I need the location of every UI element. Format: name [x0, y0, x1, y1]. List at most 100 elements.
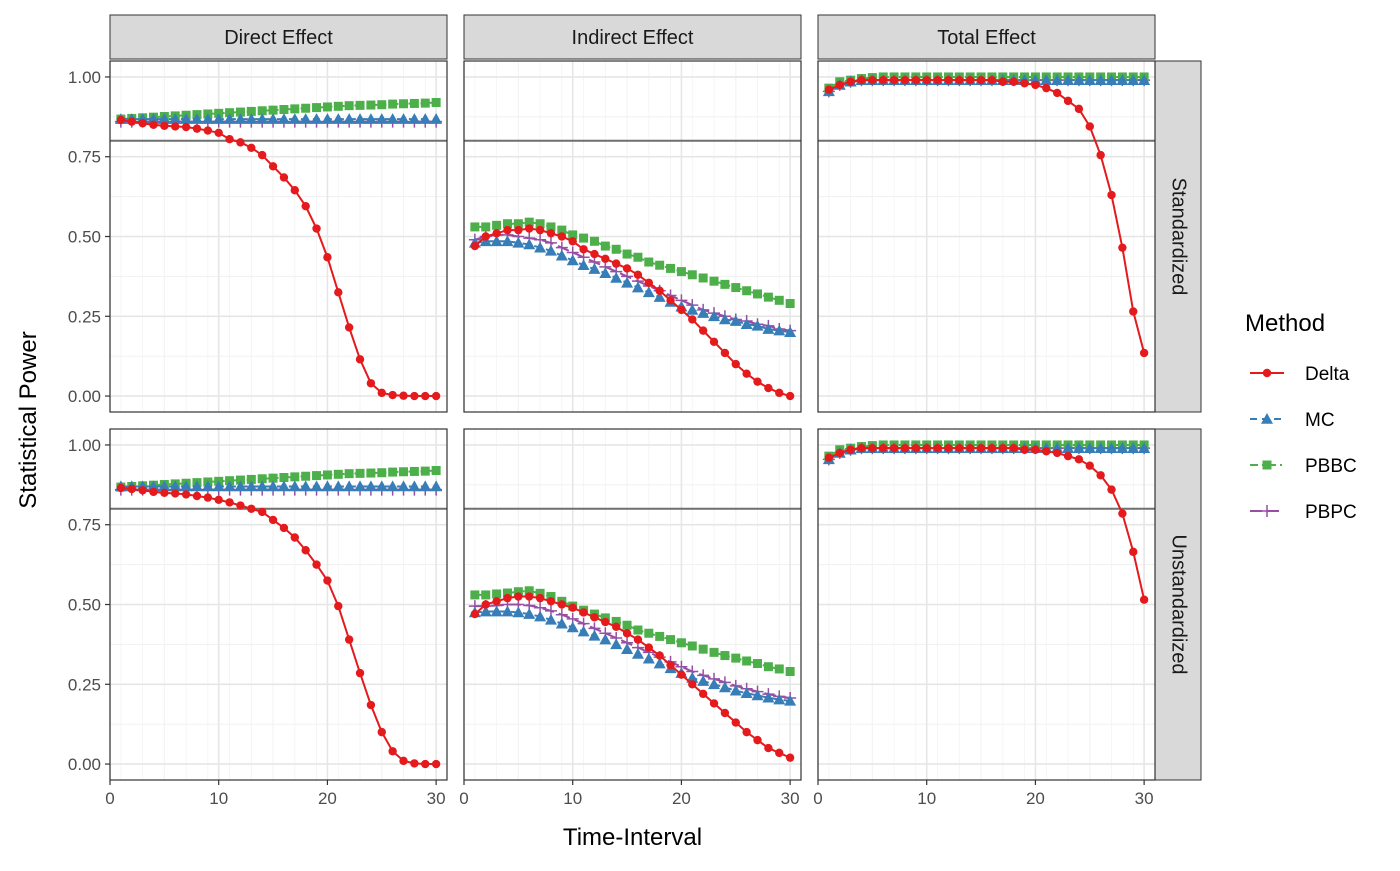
- data-point: [377, 468, 387, 478]
- data-point: [600, 241, 610, 251]
- data-point: [171, 489, 180, 498]
- data-point: [922, 75, 931, 85]
- data-point: [225, 134, 234, 144]
- panel-border: [817, 428, 1156, 781]
- data-point: [731, 283, 741, 293]
- series-delta: [116, 483, 441, 769]
- data-point: [611, 622, 621, 632]
- data-point: [257, 507, 267, 517]
- data-point: [557, 232, 567, 241]
- x-tick-label: 0: [813, 789, 822, 808]
- data-point: [731, 718, 740, 727]
- data-point: [709, 337, 719, 346]
- data-point: [399, 756, 408, 766]
- data-point: [698, 689, 708, 699]
- data-point: [1074, 104, 1084, 114]
- data-point: [397, 480, 410, 492]
- data-point: [1062, 74, 1075, 85]
- data-point: [149, 120, 158, 130]
- data-point: [1116, 442, 1129, 453]
- data-point: [212, 480, 225, 492]
- data-point: [180, 480, 193, 492]
- data-point: [127, 117, 136, 126]
- data-point: [835, 448, 844, 458]
- data-point: [203, 126, 213, 135]
- facet-strip-col-label: Indirect Effect: [572, 27, 694, 49]
- data-point: [301, 546, 310, 555]
- data-point: [431, 391, 441, 401]
- data-point: [1096, 150, 1105, 160]
- data-point: [343, 113, 356, 124]
- data-point: [784, 694, 797, 706]
- data-point: [709, 276, 719, 286]
- data-point: [846, 445, 855, 454]
- facet-strip-col-label: Total Effect: [937, 27, 1036, 49]
- data-point: [181, 122, 191, 132]
- legend-entry: PBBC: [1250, 456, 1357, 477]
- data-point: [169, 480, 182, 492]
- data-point: [1083, 442, 1096, 453]
- panel-border: [817, 60, 1156, 413]
- data-point: [234, 113, 247, 124]
- data-point: [762, 323, 775, 334]
- facet-panel: [817, 428, 1156, 781]
- data-point: [290, 472, 300, 482]
- data-point: [879, 75, 888, 85]
- data-point: [201, 480, 214, 492]
- data-point: [944, 75, 953, 85]
- data-point: [709, 647, 719, 657]
- data-point: [577, 625, 590, 637]
- data-point: [729, 684, 742, 696]
- data-point: [763, 292, 773, 302]
- data-point: [922, 443, 931, 453]
- data-point: [599, 267, 612, 278]
- y-tick-label: 0.00: [68, 755, 101, 774]
- data-point: [753, 289, 763, 299]
- data-point: [236, 501, 245, 510]
- data-point: [1105, 74, 1118, 85]
- data-point: [247, 143, 256, 152]
- data-point: [1139, 348, 1149, 358]
- x-tick-label: 10: [917, 789, 936, 808]
- data-point: [246, 474, 256, 484]
- data-point: [421, 759, 430, 769]
- data-point: [708, 310, 721, 322]
- facet-strip-row-label: Unstandardized: [1168, 534, 1190, 674]
- data-point: [911, 75, 921, 85]
- data-point: [354, 113, 367, 124]
- data-point: [857, 75, 866, 85]
- data-point: [190, 113, 203, 124]
- data-point: [753, 377, 762, 386]
- data-point: [944, 443, 953, 453]
- data-point: [644, 257, 654, 267]
- data-point: [492, 589, 502, 599]
- data-point: [492, 220, 502, 230]
- data-point: [1020, 445, 1029, 454]
- data-point: [653, 657, 666, 669]
- data-point: [976, 75, 986, 85]
- data-point: [299, 113, 312, 124]
- data-point: [546, 229, 556, 238]
- data-point: [245, 113, 258, 124]
- data-point: [246, 106, 256, 116]
- data-point: [655, 631, 665, 641]
- data-point: [334, 601, 343, 611]
- data-point: [633, 635, 643, 644]
- data-point: [355, 100, 365, 110]
- data-point: [321, 113, 334, 124]
- data-point: [666, 296, 675, 305]
- data-point: [622, 620, 632, 630]
- data-point: [653, 291, 666, 302]
- data-point: [611, 244, 621, 254]
- data-point: [751, 319, 764, 331]
- data-point: [644, 643, 654, 652]
- data-point: [431, 97, 441, 107]
- y-tick-label: 0.75: [68, 148, 101, 167]
- data-point: [933, 75, 942, 85]
- data-point: [687, 641, 697, 651]
- data-point: [740, 318, 753, 330]
- data-point: [322, 102, 332, 112]
- data-point: [158, 113, 171, 124]
- data-point: [1107, 190, 1116, 200]
